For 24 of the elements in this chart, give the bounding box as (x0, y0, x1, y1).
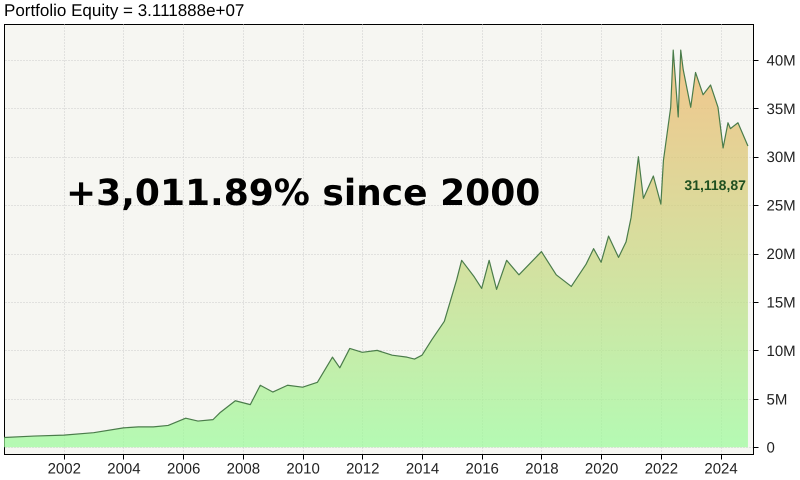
x-tick-label: 2018 (525, 460, 559, 478)
x-tick-label: 2024 (704, 460, 738, 478)
x-tick-label: 2002 (48, 460, 81, 478)
y-tick-label: 40M (766, 52, 796, 70)
y-tick-label: 20M (766, 246, 796, 264)
x-tick-label: 2014 (406, 460, 440, 478)
x-tick-label: 2004 (107, 460, 141, 478)
x-tick-label: 2012 (346, 460, 380, 478)
y-tick-label: 35M (766, 100, 796, 118)
x-tick-label: 2016 (466, 460, 499, 478)
x-tick-label: 2010 (286, 460, 320, 478)
y-tick-label: 0 (766, 440, 775, 457)
x-tick-label: 2020 (584, 460, 618, 478)
y-tick-label: 15M (766, 294, 796, 312)
y-tick-label: 5M (766, 391, 788, 408)
y-tick-label: 10M (766, 342, 796, 360)
x-tick-label: 2006 (166, 460, 200, 478)
x-tick-label: 2008 (226, 460, 260, 478)
x-tick-label: 2022 (644, 460, 678, 478)
chart-title: Portfolio Equity = 3.111888e+07 (4, 1, 244, 20)
annotation: +3,011.89% since 2000 (66, 173, 540, 214)
annotation: 31,118,87 (684, 177, 746, 194)
y-tick-label: 25M (766, 198, 796, 215)
y-tick-label: 30M (766, 149, 796, 166)
